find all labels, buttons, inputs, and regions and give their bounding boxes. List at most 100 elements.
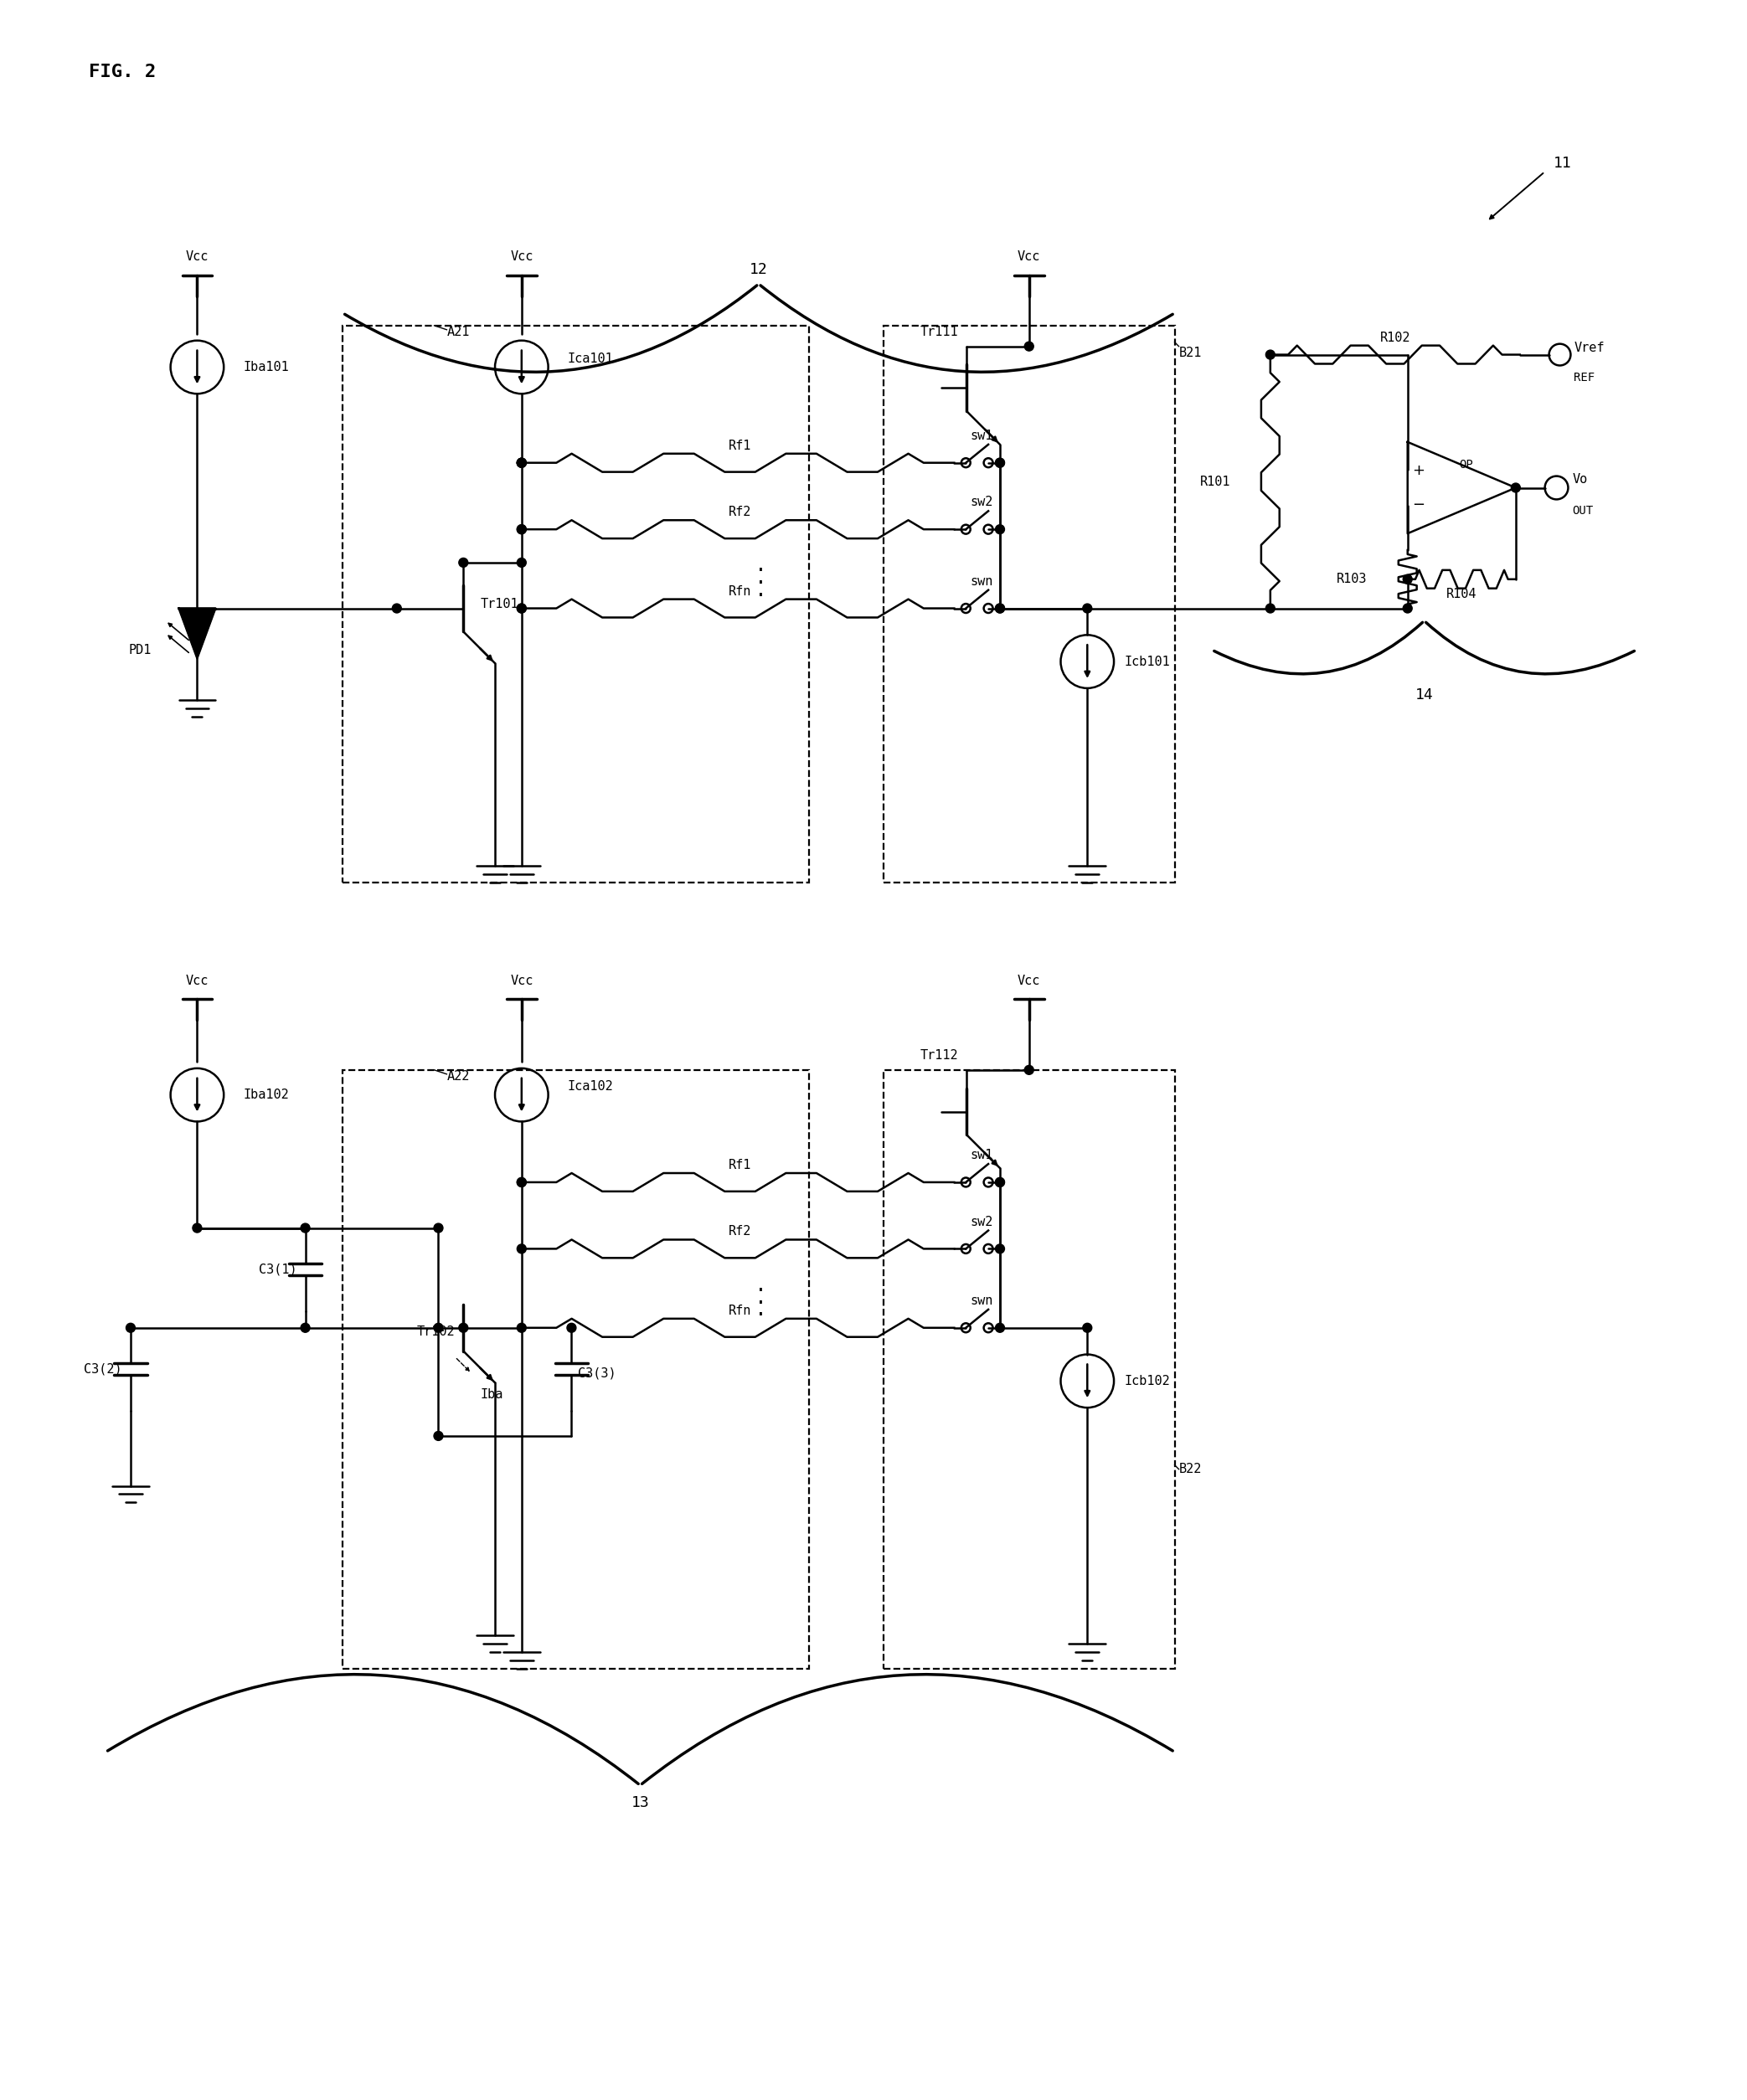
Text: Rf1: Rf1 [728,439,751,452]
Circle shape [1024,1065,1034,1075]
Text: sw2: sw2 [970,496,992,508]
Text: Vcc: Vcc [510,974,533,987]
Text: Rfn: Rfn [728,586,751,598]
Circle shape [996,605,1005,613]
Text: .: . [756,552,765,575]
Text: B22: B22 [1179,1464,1202,1476]
Text: Icb102: Icb102 [1125,1376,1170,1388]
Bar [342,1071,809,1670]
Circle shape [517,605,526,613]
Circle shape [568,1323,577,1331]
Circle shape [393,605,402,613]
Polygon shape [178,609,215,657]
Text: Iba101: Iba101 [243,361,288,374]
Circle shape [433,1224,444,1233]
Circle shape [1403,605,1412,613]
Text: Vo: Vo [1572,473,1588,485]
Text: 14: 14 [1415,687,1433,701]
Circle shape [459,1323,468,1331]
Bar [884,1071,1174,1670]
Text: R103: R103 [1336,573,1368,586]
Circle shape [517,1178,526,1186]
Text: Vref: Vref [1574,342,1604,355]
Text: .: . [756,578,765,601]
Text: 11: 11 [1553,155,1571,170]
Text: swn: swn [970,575,992,588]
Circle shape [996,458,1005,468]
Text: sw2: sw2 [970,1216,992,1228]
Text: A22: A22 [447,1071,470,1082]
Circle shape [996,605,1005,613]
Circle shape [996,1178,1005,1186]
Text: Ica102: Ica102 [568,1079,613,1092]
Circle shape [126,1323,135,1331]
Circle shape [1267,351,1275,359]
Circle shape [1083,605,1092,613]
Text: 13: 13 [631,1796,650,1810]
Text: sw1: sw1 [970,428,992,441]
Circle shape [1267,605,1275,613]
Text: sw1: sw1 [970,1149,992,1161]
Circle shape [459,559,468,567]
Text: OUT: OUT [1572,506,1593,517]
Circle shape [517,1178,526,1186]
Text: swn: swn [970,1294,992,1306]
Text: Tr101: Tr101 [480,598,519,611]
Text: Vcc: Vcc [1017,974,1041,987]
Text: REF: REF [1574,372,1595,384]
Text: C3(2): C3(2) [84,1363,122,1376]
Circle shape [517,525,526,533]
Text: R101: R101 [1200,475,1230,487]
Text: 12: 12 [749,262,767,277]
Circle shape [996,1178,1005,1186]
Text: +: + [1412,462,1426,479]
Circle shape [1083,1323,1092,1331]
Circle shape [300,1323,309,1331]
Circle shape [300,1224,309,1233]
Text: Rf1: Rf1 [728,1159,751,1172]
Text: Icb101: Icb101 [1125,655,1170,668]
Text: Tr112: Tr112 [921,1050,959,1063]
Text: Rfn: Rfn [728,1304,751,1317]
Circle shape [517,458,526,468]
Text: Vcc: Vcc [1017,250,1041,262]
Text: Tr111: Tr111 [921,326,959,338]
Text: Tr102: Tr102 [418,1325,454,1338]
Text: R104: R104 [1447,588,1476,601]
Circle shape [1511,483,1520,491]
Text: R102: R102 [1380,332,1410,344]
Circle shape [433,1323,444,1331]
Text: OP: OP [1459,458,1473,470]
Circle shape [517,1243,526,1254]
Text: FIG. 2: FIG. 2 [89,63,155,80]
Circle shape [996,458,1005,468]
Text: .: . [756,565,765,588]
Text: Vcc: Vcc [185,250,208,262]
Text: Iba: Iba [480,1388,503,1401]
Circle shape [517,458,526,468]
Circle shape [517,458,526,468]
Circle shape [433,1432,444,1441]
Text: C3(3): C3(3) [578,1367,617,1380]
Text: Vcc: Vcc [510,250,533,262]
Text: Vcc: Vcc [185,974,208,987]
Text: A21: A21 [447,326,470,338]
Bar [342,326,809,882]
Text: Ica101: Ica101 [568,353,613,365]
Circle shape [996,1323,1005,1331]
Circle shape [996,525,1005,533]
Circle shape [1024,342,1034,351]
Circle shape [192,1224,201,1233]
Text: C3(1): C3(1) [259,1264,297,1277]
Circle shape [517,559,526,567]
Circle shape [517,1323,526,1331]
Text: .: . [756,1285,765,1308]
Circle shape [517,605,526,613]
Text: B21: B21 [1179,346,1202,359]
Bar [884,326,1174,882]
Text: .: . [756,1298,765,1321]
Text: Rf2: Rf2 [728,506,751,519]
Text: Iba102: Iba102 [243,1088,288,1100]
Circle shape [517,525,526,533]
Text: −: − [1412,498,1426,512]
